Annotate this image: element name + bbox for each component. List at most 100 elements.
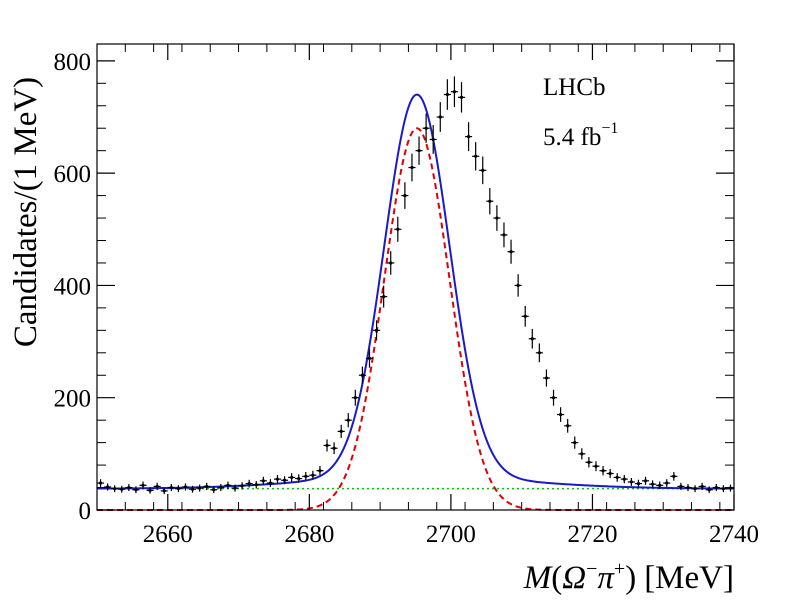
luminosity-exponent: −1 (601, 120, 618, 137)
data-point (401, 182, 409, 209)
data-point (557, 407, 565, 422)
data-point-marker (155, 484, 159, 489)
data-point-marker (275, 477, 280, 481)
data-point (217, 483, 225, 492)
x-tick-label: 2660 (143, 521, 193, 548)
data-point-marker (148, 488, 152, 492)
data-point-marker (226, 483, 230, 487)
data-point (245, 479, 253, 488)
data-point (564, 418, 572, 433)
data-point-marker (573, 441, 577, 445)
data-point-marker (622, 477, 626, 481)
data-point-marker (502, 233, 506, 237)
data-point-marker (594, 464, 598, 468)
data-point (259, 476, 267, 485)
data-point-marker (615, 475, 619, 480)
data-point (486, 188, 494, 215)
data-point-marker (382, 295, 386, 299)
data-point (351, 389, 359, 406)
data-point (712, 483, 720, 492)
data-point-marker (113, 487, 117, 491)
data-point (606, 468, 614, 479)
x-axis-title: M(Ω−π+) [MeV] (523, 558, 734, 596)
data-point-marker (658, 483, 662, 487)
data-point-marker (523, 314, 527, 318)
data-point-marker (636, 482, 641, 486)
data-point (365, 349, 374, 368)
x-tick-label: 2720 (567, 521, 617, 548)
data-point (330, 442, 338, 455)
data-point-marker (367, 356, 372, 361)
data-point (422, 113, 430, 143)
data-point (521, 305, 529, 327)
data-point-marker (190, 487, 195, 491)
data-point (514, 274, 522, 297)
data-point-marker (566, 424, 570, 428)
data-point (705, 486, 713, 494)
data-point-marker (176, 487, 180, 491)
data-point (373, 320, 381, 341)
data-point-marker (714, 485, 718, 490)
data-point (238, 482, 246, 490)
data-point-marker (537, 351, 541, 355)
data-point (104, 483, 112, 491)
data-point (153, 482, 161, 491)
data-point (457, 82, 466, 113)
data-point-marker (410, 165, 414, 170)
data-point-marker (651, 482, 655, 486)
y-tick-label: 800 (54, 49, 92, 76)
data-point-marker (290, 475, 294, 480)
plot-frame (96, 43, 735, 511)
data-point-marker (424, 126, 428, 130)
data-point (309, 470, 317, 480)
data-point (465, 122, 473, 152)
data-point (663, 479, 671, 487)
data-point-marker (679, 484, 683, 489)
data-point (132, 486, 140, 494)
data-point (295, 474, 303, 483)
y-tick-label: 600 (54, 161, 92, 188)
data-point-marker (360, 373, 365, 377)
data-point-marker (183, 485, 188, 489)
data-point-marker (162, 489, 166, 493)
x-tick-label: 2740 (709, 521, 759, 548)
data-point (592, 461, 600, 472)
data-point-marker (98, 481, 103, 485)
data-point-marker (403, 193, 407, 198)
data-point-marker (325, 443, 329, 448)
data-point-marker (396, 227, 400, 231)
data-point-marker (304, 474, 308, 478)
data-point (493, 205, 501, 231)
data-point-marker (601, 469, 605, 473)
data-point (139, 481, 147, 490)
data-point-marker (127, 485, 131, 490)
data-point (118, 485, 126, 493)
data-point-marker (219, 485, 223, 490)
data-point-marker (247, 482, 251, 486)
data-point-marker (509, 250, 513, 254)
data-point-marker (318, 469, 322, 473)
ticks: 2660 2680 2700 2720 2740 0 200 400 600 800 (54, 44, 759, 548)
y-axis-title: Candidates/(1 MeV) (8, 77, 44, 347)
data-point-marker (268, 481, 273, 485)
data-point-marker (240, 484, 244, 488)
data-point (684, 483, 692, 492)
total-fit-curve (97, 93, 734, 490)
data-point-marker (643, 479, 648, 483)
data-point-marker (693, 487, 697, 491)
data-point (578, 448, 586, 460)
data-point-marker (212, 488, 216, 492)
data-point-marker (481, 168, 485, 172)
data-point-marker (728, 486, 733, 490)
data-point (281, 476, 289, 485)
data-point (500, 222, 508, 248)
data-point-marker (374, 328, 379, 332)
data-point (677, 482, 685, 491)
data-point (670, 471, 678, 481)
data-point (528, 328, 536, 349)
data-point-marker (587, 460, 591, 464)
data-point-marker (205, 484, 209, 489)
data-point (394, 216, 402, 242)
data-point-marker (686, 485, 690, 490)
